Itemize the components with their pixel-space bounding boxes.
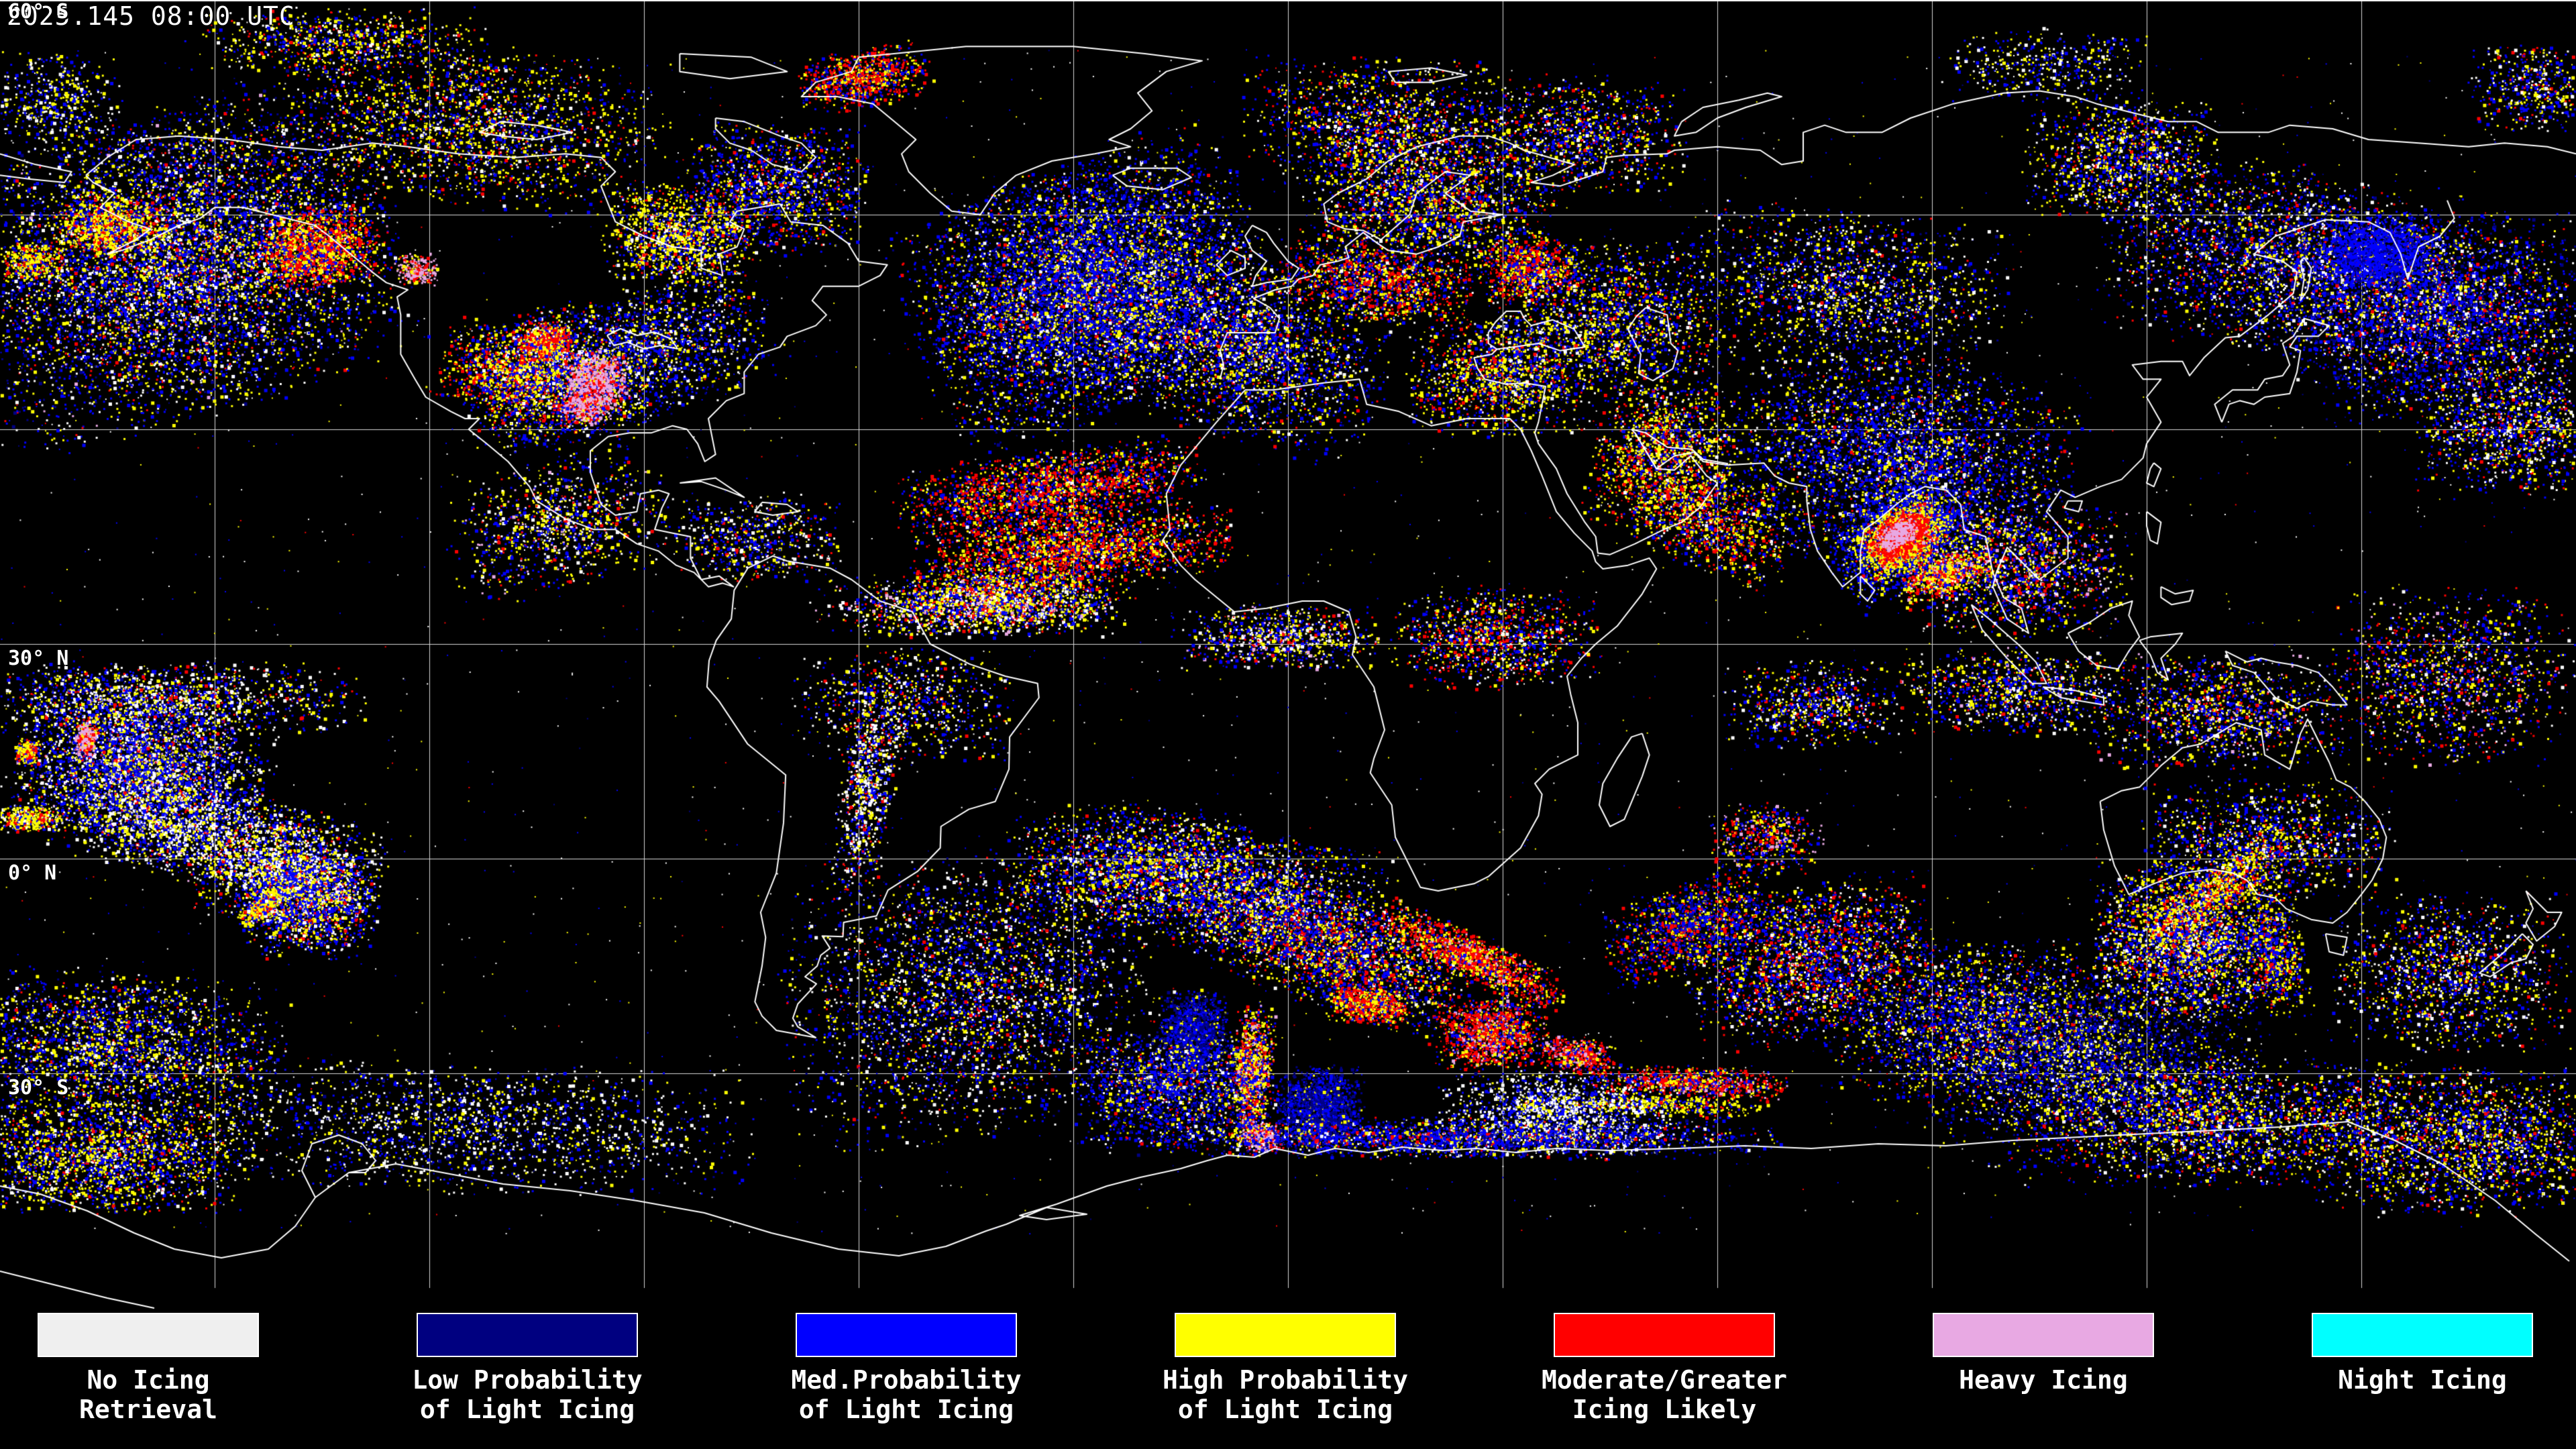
legend-item-moderate: Moderate/Greater Icing Likely [1477, 1313, 1852, 1424]
legend-swatch-high-prob [1175, 1313, 1396, 1357]
legend-label-med-prob: Med.Probability of Light Icing [791, 1365, 1022, 1424]
legend-label-low-prob: Low Probability of Light Icing [412, 1365, 643, 1424]
legend-swatch-moderate [1554, 1313, 1775, 1357]
legend-label-night: Night Icing [2338, 1365, 2507, 1395]
legend: No Icing Retrieval Low Probability of Ligh… [0, 1308, 2576, 1449]
legend-swatch-night [2312, 1313, 2533, 1357]
legend-swatch-heavy [1933, 1313, 2154, 1357]
lat-label-30n: 30° N [8, 647, 69, 670]
legend-item-low-prob: Low Probability of Light Icing [339, 1313, 715, 1424]
legend-label-moderate: Moderate/Greater Icing Likely [1541, 1365, 1788, 1424]
legend-swatch-low-prob [417, 1313, 638, 1357]
legend-item-heavy: Heavy Icing [1856, 1313, 2231, 1395]
legend-item-no-icing: No Icing Retrieval [0, 1313, 336, 1424]
lat-label-60s: 60° S [8, 0, 69, 23]
legend-item-high-prob: High Probability of Light Icing [1097, 1313, 1473, 1424]
lat-label-0n: 0° N [8, 861, 57, 885]
legend-label-no-icing: No Icing Retrieval [79, 1365, 217, 1424]
legend-item-med-prob: Med.Probability of Light Icing [718, 1313, 1094, 1424]
lat-label-30s: 30° S [8, 1076, 69, 1099]
legend-swatch-no-icing [38, 1313, 259, 1357]
legend-swatch-med-prob [796, 1313, 1017, 1357]
timestamp: 2025.145 08:00 UTC [7, 1, 295, 31]
legend-item-night: Night Icing [2235, 1313, 2576, 1395]
legend-label-heavy: Heavy Icing [1959, 1365, 2128, 1395]
legend-label-high-prob: High Probability of Light Icing [1162, 1365, 1409, 1424]
